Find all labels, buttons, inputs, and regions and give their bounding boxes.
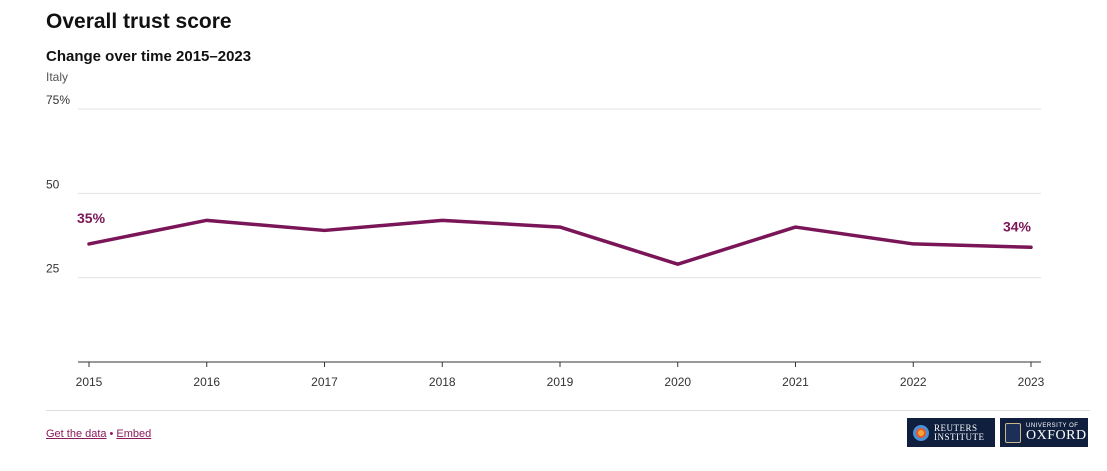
data-point xyxy=(912,243,914,245)
embed-link[interactable]: Embed xyxy=(116,428,152,440)
data-point xyxy=(441,219,443,221)
end-value-label: 34% xyxy=(1003,218,1032,234)
x-tick-label: 2022 xyxy=(900,375,927,389)
reuters-logo-text: REUTERS INSTITUTE xyxy=(934,422,985,442)
oxford-logo-line2: OXFORD xyxy=(1026,427,1087,443)
data-point xyxy=(88,243,90,245)
chart-subtitle: Change over time 2015–2023 xyxy=(46,48,252,65)
x-tick-label: 2021 xyxy=(782,375,809,389)
line-chart: 25 50 75% 2015 2016 2017 2018 2019 2020 2021 2022 2… xyxy=(46,93,1045,389)
region-label: Italy xyxy=(46,70,69,84)
x-tick-label: 2020 xyxy=(664,375,691,389)
oxford-university-logo[interactable]: UNIVERSITY OF OXFORD xyxy=(1000,418,1088,447)
reuters-badge-icon xyxy=(913,424,929,441)
oxford-logo-line1: UNIVERSITY OF xyxy=(1026,422,1079,429)
chart-title: Overall trust score xyxy=(46,10,232,33)
data-point xyxy=(677,263,679,265)
reuters-institute-logo[interactable]: REUTERS INSTITUTE xyxy=(907,418,995,447)
y-tick-label: 75% xyxy=(46,93,70,107)
get-data-link[interactable]: Get the data xyxy=(46,428,107,440)
reuters-logo-line1: REUTERS xyxy=(934,422,978,433)
y-tick-label: 25 xyxy=(46,262,60,276)
y-tick-label: 50 xyxy=(46,177,60,191)
x-tick-label: 2016 xyxy=(193,375,220,389)
x-tick-label: 2018 xyxy=(429,375,456,389)
link-separator: • xyxy=(109,428,114,440)
data-point xyxy=(324,229,325,231)
reuters-logo-line2: INSTITUTE xyxy=(934,431,985,442)
x-tick-label: 2015 xyxy=(76,375,103,389)
data-point xyxy=(559,226,561,228)
data-point xyxy=(795,226,796,228)
data-point xyxy=(206,219,208,221)
x-tick-label: 2017 xyxy=(311,375,338,389)
footer-divider xyxy=(46,410,1090,411)
x-tick-label: 2023 xyxy=(1018,375,1045,389)
x-tick-label: 2019 xyxy=(547,375,574,389)
oxford-crest-icon xyxy=(1005,422,1021,443)
oxford-logo-text: UNIVERSITY OF OXFORD xyxy=(1026,423,1087,443)
footer-links: Get the data • Embed xyxy=(46,428,151,440)
start-value-label: 35% xyxy=(77,210,106,226)
data-point xyxy=(1030,246,1032,248)
